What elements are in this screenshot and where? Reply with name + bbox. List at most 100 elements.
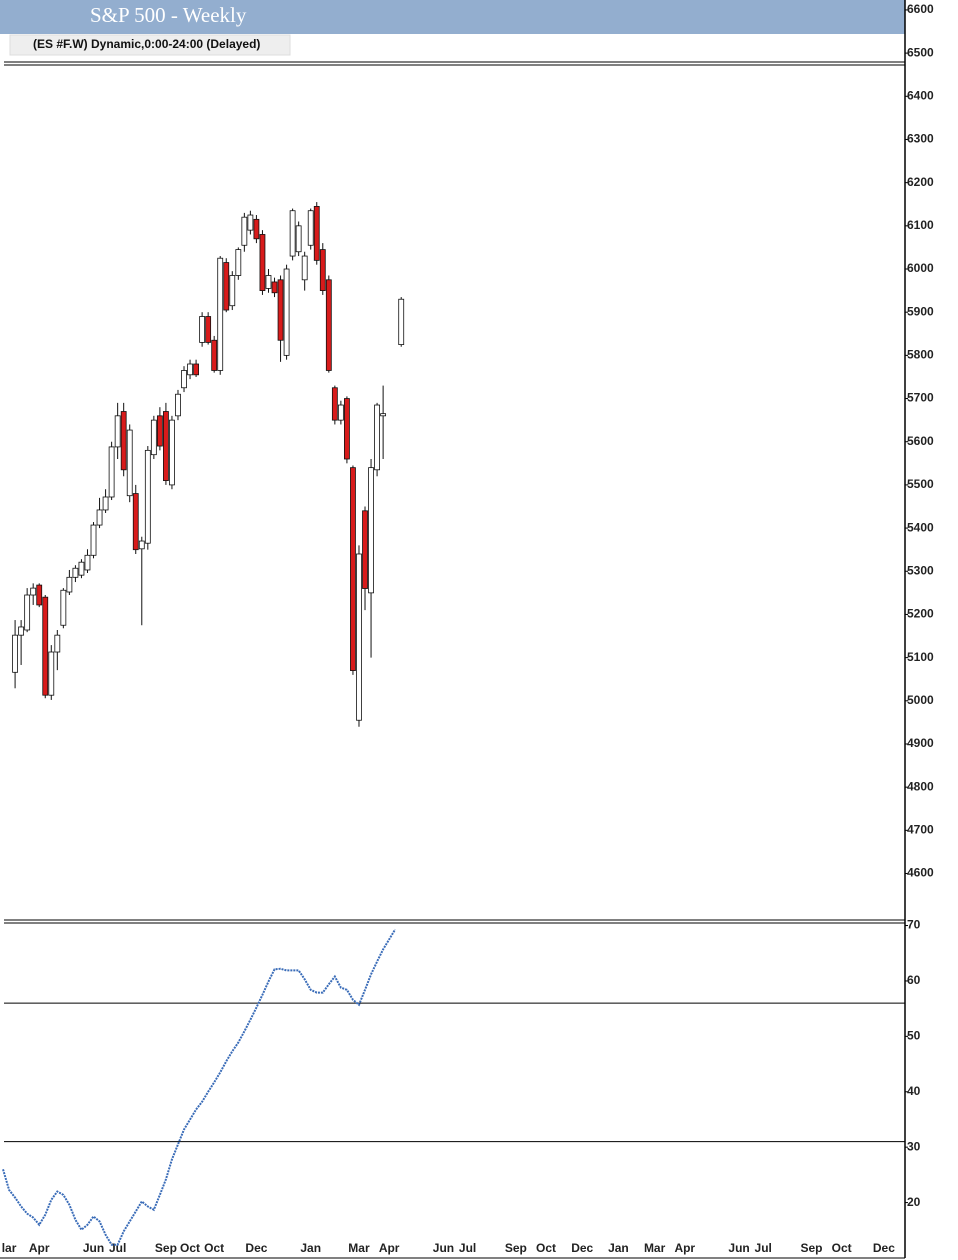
candle-body: [368, 467, 374, 594]
indicator-y-tick-label: 50: [907, 1029, 921, 1043]
candle-body: [247, 214, 254, 231]
candle-body: [289, 210, 296, 257]
candle-body: [126, 429, 133, 497]
candle-body: [156, 415, 163, 447]
indicator-y-tick-label: 70: [907, 918, 921, 932]
candle-body: [78, 561, 85, 576]
candle-body: [12, 634, 18, 673]
y-tick-label: 5100: [907, 650, 934, 664]
chart-subtitle: (ES #F.W) Dynamic,0:00-24:00 (Delayed): [33, 37, 260, 51]
x-tick-label: Jul: [109, 1241, 126, 1255]
y-tick-label: 6200: [907, 175, 934, 189]
y-tick-label: 6300: [907, 132, 934, 146]
candle-body: [72, 567, 79, 578]
candle-body: [169, 419, 175, 486]
candle-body: [24, 594, 31, 631]
candle-body: [337, 404, 344, 421]
candle-body: [42, 596, 49, 696]
candle-body: [259, 234, 266, 291]
candle-body: [84, 554, 91, 571]
candle-body: [150, 419, 157, 456]
candle-body: [277, 279, 284, 341]
candle-body: [283, 268, 290, 356]
x-tick-label: Sep: [155, 1241, 177, 1255]
candle-body: [307, 210, 314, 246]
candle-body: [253, 218, 260, 240]
candle-body: [90, 524, 97, 556]
y-tick-label: 6500: [907, 45, 934, 59]
x-tick-label: Jul: [459, 1241, 476, 1255]
x-tick-label: Jan: [300, 1241, 321, 1255]
candle-body: [319, 249, 326, 291]
x-tick-label: Sep: [800, 1241, 822, 1255]
y-tick-label: 5700: [907, 391, 934, 405]
candle-body: [271, 281, 278, 294]
candle-body: [350, 467, 356, 671]
candle-body: [344, 398, 350, 460]
candle-body: [175, 393, 181, 417]
y-tick-label: 6600: [907, 2, 934, 16]
candle-body: [102, 496, 109, 511]
candle-body: [66, 576, 73, 593]
x-tick-label: Apr: [674, 1241, 695, 1255]
x-tick-label: Jul: [755, 1241, 772, 1255]
y-tick-label: 5800: [907, 348, 934, 362]
chart-title: S&P 500 - Weekly: [90, 3, 247, 27]
candle-body: [163, 411, 169, 481]
candle-body: [36, 584, 43, 606]
x-tick-label: Oct: [536, 1241, 556, 1255]
x-tick-label: Oct: [180, 1241, 200, 1255]
y-tick-label: 4900: [907, 736, 934, 750]
candle-body: [241, 216, 248, 246]
candle-body: [313, 205, 320, 261]
y-tick-label: 5900: [907, 304, 934, 318]
candle-body: [223, 262, 230, 311]
y-tick-label: 4800: [907, 779, 934, 793]
x-tick-label: Dec: [245, 1241, 267, 1255]
candle-body: [374, 404, 380, 471]
x-tick-label: lar: [2, 1241, 17, 1255]
candle-body: [108, 446, 115, 498]
y-tick-label: 5400: [907, 520, 934, 534]
x-tick-label: Sep: [505, 1241, 527, 1255]
candle-body: [193, 363, 199, 376]
y-tick-label: 5300: [907, 563, 934, 577]
x-tick-label: Apr: [29, 1241, 50, 1255]
x-tick-label: Dec: [571, 1241, 593, 1255]
candle-body: [205, 316, 212, 343]
candle-body: [120, 411, 127, 471]
candle-body: [301, 255, 308, 281]
x-tick-label: Apr: [379, 1241, 400, 1255]
header-bar: [0, 0, 905, 34]
candle-body: [187, 363, 193, 376]
y-tick-label: 6100: [907, 218, 934, 232]
x-tick-label: Oct: [832, 1241, 852, 1255]
candle-body: [138, 540, 145, 550]
indicator-y-tick-label: 20: [907, 1195, 921, 1209]
x-tick-label: Mar: [348, 1241, 370, 1255]
y-tick-label: 5500: [907, 477, 934, 491]
x-tick-label: Jun: [433, 1241, 454, 1255]
candle-body: [356, 553, 362, 721]
candle-body: [380, 413, 387, 417]
candle-body: [235, 249, 242, 276]
y-tick-label: 4700: [907, 823, 934, 837]
x-tick-label: Jan: [608, 1241, 629, 1255]
candle-body: [96, 509, 103, 526]
indicator-y-tick-label: 60: [907, 973, 921, 987]
indicator-y-tick-label: 40: [907, 1084, 921, 1098]
y-tick-label: 6400: [907, 88, 934, 102]
x-tick-label: Dec: [873, 1241, 895, 1255]
x-tick-label: Oct: [204, 1241, 224, 1255]
y-tick-label: 6000: [907, 261, 934, 275]
candle-body: [398, 298, 405, 345]
candle-body: [48, 651, 55, 696]
x-tick-label: Jun: [83, 1241, 104, 1255]
candle-body: [114, 415, 121, 448]
candle-body: [60, 589, 67, 626]
candle-body: [54, 634, 61, 653]
plot-layer: 6600 6500 6400 6300 6200 6100 6000 5900 5800 5700…: [2, 2, 934, 1255]
